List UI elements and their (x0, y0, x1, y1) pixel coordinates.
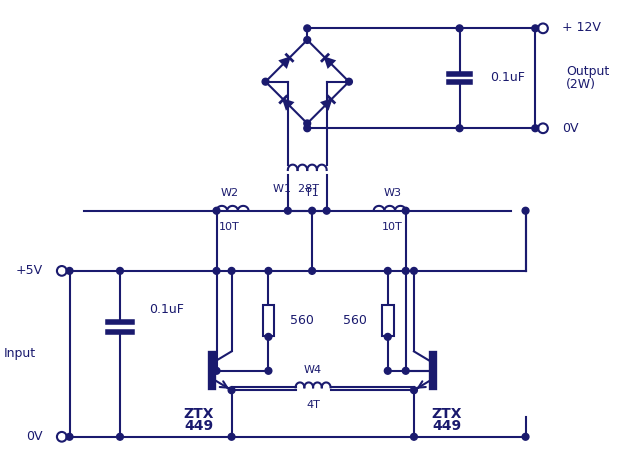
Text: 4T: 4T (306, 400, 320, 410)
Circle shape (265, 367, 272, 374)
Text: +5V: +5V (15, 265, 43, 277)
Circle shape (304, 120, 310, 127)
Circle shape (117, 433, 123, 440)
Text: + 12V: + 12V (563, 21, 602, 34)
Circle shape (308, 207, 315, 214)
Circle shape (402, 207, 409, 214)
Circle shape (304, 125, 310, 132)
Text: 10T: 10T (219, 222, 240, 232)
Polygon shape (283, 99, 292, 109)
Text: W3: W3 (384, 188, 402, 198)
Circle shape (66, 267, 73, 274)
Circle shape (228, 387, 235, 393)
Circle shape (265, 333, 272, 340)
Circle shape (384, 267, 391, 274)
Circle shape (265, 267, 272, 274)
Circle shape (410, 387, 417, 393)
Circle shape (532, 125, 539, 132)
Circle shape (228, 267, 235, 274)
Text: 10T: 10T (383, 222, 403, 232)
Text: 560: 560 (290, 314, 313, 327)
Text: 0.1uF: 0.1uF (491, 71, 526, 84)
Circle shape (262, 78, 269, 85)
Text: 0V: 0V (26, 430, 43, 443)
Circle shape (66, 433, 73, 440)
Circle shape (410, 267, 417, 274)
Circle shape (402, 267, 409, 274)
Circle shape (304, 25, 310, 32)
Circle shape (384, 333, 391, 340)
Text: 449: 449 (184, 419, 213, 433)
Text: 0V: 0V (563, 122, 579, 135)
Circle shape (213, 267, 220, 274)
Text: 449: 449 (433, 419, 462, 433)
Circle shape (213, 207, 220, 214)
Text: W1  28T: W1 28T (273, 184, 318, 194)
Polygon shape (280, 58, 289, 67)
Circle shape (308, 267, 315, 274)
Circle shape (213, 367, 220, 374)
Text: 0.1uF: 0.1uF (149, 303, 184, 316)
Text: T1: T1 (305, 188, 319, 198)
Circle shape (304, 37, 310, 43)
Circle shape (384, 367, 391, 374)
Circle shape (117, 267, 123, 274)
Bar (263, 305, 274, 336)
Text: W2: W2 (220, 188, 239, 198)
Circle shape (346, 78, 352, 85)
Text: 560: 560 (342, 314, 366, 327)
Text: (2W): (2W) (566, 78, 596, 91)
Circle shape (228, 433, 235, 440)
Polygon shape (322, 99, 331, 109)
Circle shape (522, 207, 529, 214)
Circle shape (522, 433, 529, 440)
Text: Input: Input (4, 347, 36, 360)
Polygon shape (325, 58, 334, 67)
Circle shape (402, 367, 409, 374)
Circle shape (456, 25, 463, 32)
Text: ZTX: ZTX (183, 407, 214, 421)
Circle shape (456, 125, 463, 132)
Bar (382, 305, 394, 336)
Text: Output: Output (566, 65, 610, 77)
Text: ZTX: ZTX (432, 407, 462, 421)
Circle shape (532, 25, 539, 32)
Text: W4: W4 (304, 365, 322, 375)
Circle shape (323, 207, 330, 214)
Circle shape (284, 207, 291, 214)
Circle shape (410, 433, 417, 440)
